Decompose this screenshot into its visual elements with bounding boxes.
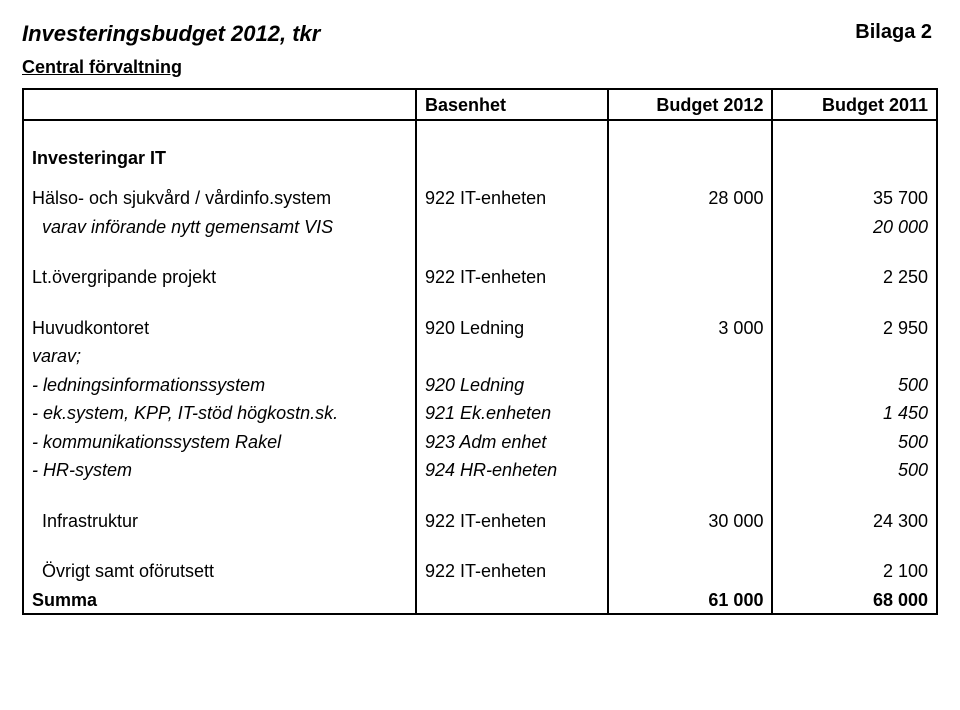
table-row: [23, 534, 937, 556]
row-hk-item: - ledningsinformationssystem: [23, 370, 416, 399]
row-hk-item: - kommunikationssystem Rakel: [23, 427, 416, 456]
row-ovrigt: Övrigt samt oförutsett: [23, 556, 416, 585]
row-huvudkontoret: Huvudkontoret: [23, 313, 416, 342]
table-row: - ek.system, KPP, IT-stöd högkostn.sk. 9…: [23, 398, 937, 427]
cell-basenhet: 922 IT-enheten: [416, 506, 608, 535]
table-row: - kommunikationssystem Rakel 923 Adm enh…: [23, 427, 937, 456]
cell-basenhet: 923 Adm enhet: [416, 427, 608, 456]
table-row: [23, 484, 937, 506]
cell-basenhet: 921 Ek.enheten: [416, 398, 608, 427]
cell-b2011: 20 000: [772, 212, 937, 241]
cell-b2011: 500: [772, 370, 937, 399]
col-basenhet: Basenhet: [416, 89, 608, 120]
row-halsosjukvard: Hälso- och sjukvård / vårdinfo.system: [23, 183, 416, 212]
table-row: varav införande nytt gemensamt VIS 20 00…: [23, 212, 937, 241]
cell-b2011: 500: [772, 427, 937, 456]
cell-basenhet: 920 Ledning: [416, 313, 608, 342]
cell-b2011: 68 000: [772, 585, 937, 615]
cell-b2011: 1 450: [772, 398, 937, 427]
col-desc: [23, 89, 416, 120]
col-budget-2011: Budget 2011: [772, 89, 937, 120]
cell-b2011: 500: [772, 455, 937, 484]
cell-b2012: 30 000: [608, 506, 773, 535]
table-row: [23, 291, 937, 313]
table-row: Övrigt samt oförutsett 922 IT-enheten 2 …: [23, 556, 937, 585]
page-title: Investeringsbudget 2012, tkr: [22, 20, 320, 48]
col-budget-2012: Budget 2012: [608, 89, 773, 120]
table-row: [23, 171, 937, 183]
table-row-summa: Summa 61 000 68 000: [23, 585, 937, 615]
row-varav: varav;: [23, 341, 416, 370]
cell-basenhet: 922 IT-enheten: [416, 556, 608, 585]
cell-basenhet: 922 IT-enheten: [416, 183, 608, 212]
cell-basenhet: 924 HR-enheten: [416, 455, 608, 484]
cell-b2011: 2 100: [772, 556, 937, 585]
table-row: Investeringar IT: [23, 143, 937, 172]
table-row: Hälso- och sjukvård / vårdinfo.system 92…: [23, 183, 937, 212]
table-header-row: Basenhet Budget 2012 Budget 2011: [23, 89, 937, 120]
table-row: Lt.övergripande projekt 922 IT-enheten 2…: [23, 262, 937, 291]
row-summa: Summa: [23, 585, 416, 615]
title-block: Investeringsbudget 2012, tkr Central för…: [22, 20, 320, 82]
table-row: - ledningsinformationssystem 920 Ledning…: [23, 370, 937, 399]
cell-b2011: 2 950: [772, 313, 937, 342]
row-infrastruktur: Infrastruktur: [23, 506, 416, 535]
header-row: Investeringsbudget 2012, tkr Central för…: [22, 20, 938, 82]
cell-basenhet: 920 Ledning: [416, 370, 608, 399]
table-row: Huvudkontoret 920 Ledning 3 000 2 950: [23, 313, 937, 342]
table-row: [23, 240, 937, 262]
cell-b2012: 61 000: [608, 585, 773, 615]
table-row: varav;: [23, 341, 937, 370]
row-halsosjukvard-sub: varav införande nytt gemensamt VIS: [23, 212, 416, 241]
table-row: [23, 120, 937, 143]
row-hk-item: - HR-system: [23, 455, 416, 484]
cell-basenhet: 922 IT-enheten: [416, 262, 608, 291]
table-row: Infrastruktur 922 IT-enheten 30 000 24 3…: [23, 506, 937, 535]
cell-b2011: 2 250: [772, 262, 937, 291]
table-row: - HR-system 924 HR-enheten 500: [23, 455, 937, 484]
cell-b2011: 24 300: [772, 506, 937, 535]
budget-table: Basenhet Budget 2012 Budget 2011 Investe…: [22, 88, 938, 615]
cell-b2011: 35 700: [772, 183, 937, 212]
row-hk-item: - ek.system, KPP, IT-stöd högkostn.sk.: [23, 398, 416, 427]
section-investeringar-it: Investeringar IT: [23, 143, 416, 172]
cell-b2012: 3 000: [608, 313, 773, 342]
row-overgripande: Lt.övergripande projekt: [23, 262, 416, 291]
cell-b2012: 28 000: [608, 183, 773, 212]
bilaga-label: Bilaga 2: [855, 20, 938, 45]
page-subtitle: Central förvaltning: [22, 56, 320, 79]
